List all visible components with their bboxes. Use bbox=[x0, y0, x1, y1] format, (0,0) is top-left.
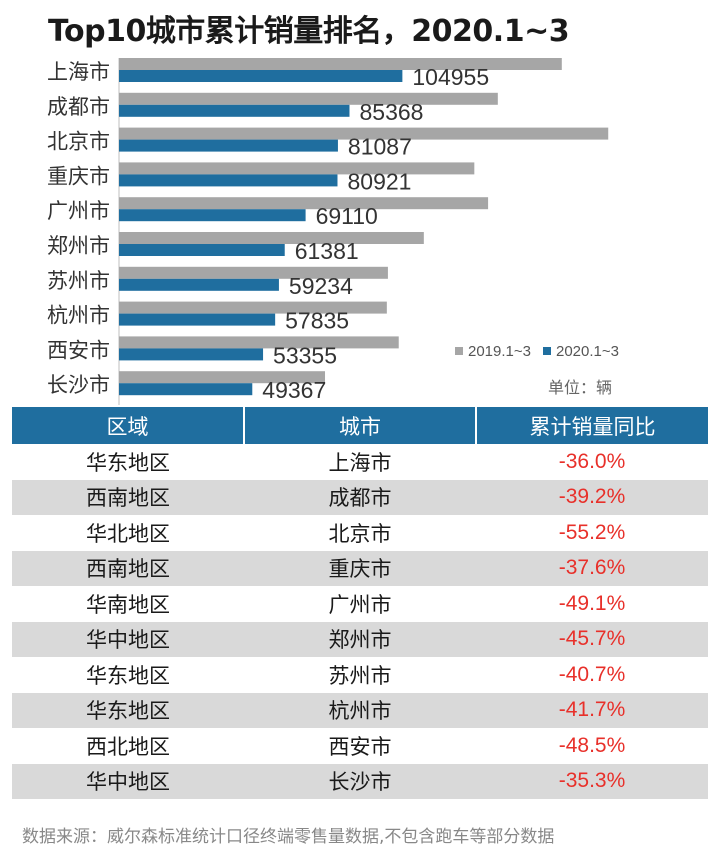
legend-item-2019: 2019.1~3 bbox=[455, 343, 531, 360]
legend-item-2020: 2020.1~3 bbox=[542, 342, 619, 360]
category-label: 郑州市 bbox=[47, 234, 110, 258]
category-label: 北京市 bbox=[47, 130, 110, 154]
category-label: 苏州市 bbox=[47, 269, 110, 293]
cell-region: 华南地区 bbox=[86, 592, 170, 617]
cell-region: 西北地区 bbox=[86, 734, 170, 759]
table-row: 华东地区 苏州市 -40.7% bbox=[12, 657, 708, 693]
table-row: 华中地区 郑州市 -45.7% bbox=[12, 621, 708, 657]
bar-2019 bbox=[119, 127, 609, 140]
cell-region: 华中地区 bbox=[12, 763, 244, 799]
cell-yoy: -35.3% bbox=[476, 763, 708, 799]
data-label-2020: 53355 bbox=[273, 342, 337, 368]
bar-2020 bbox=[119, 174, 338, 187]
cell-yoy: -41.7% bbox=[476, 692, 708, 728]
category-label: 西安市 bbox=[47, 338, 110, 362]
bar-2020 bbox=[119, 104, 350, 117]
cell-region: 华北地区 bbox=[86, 521, 170, 546]
unit-note: 单位：辆 bbox=[548, 378, 613, 397]
table-row: 华东地区 杭州市 -41.7% bbox=[12, 692, 708, 728]
cell-city: 重庆市 bbox=[244, 550, 476, 586]
bar-2020 bbox=[119, 209, 306, 222]
data-label-2020: 61381 bbox=[295, 238, 359, 264]
bar-2020 bbox=[119, 244, 285, 256]
bar-2020 bbox=[119, 313, 276, 326]
table-row: 西南地区 成都市 -39.2% bbox=[12, 479, 708, 515]
bar-2019 bbox=[119, 232, 424, 244]
cell-city: 上海市 bbox=[328, 450, 392, 475]
data-label-2020: 57835 bbox=[285, 308, 349, 334]
category-label: 广州市 bbox=[47, 199, 110, 223]
cell-region: 华东地区 bbox=[86, 663, 170, 688]
data-label-2020: 49367 bbox=[262, 377, 326, 403]
cell-region: 西南地区 bbox=[12, 479, 244, 515]
bar-2020 bbox=[119, 139, 338, 152]
bar-chart: 上海市 104955 成都市 85368 北京市 81087 重庆市 80921 广州市 6911… bbox=[47, 58, 609, 405]
cell-region: 华东地区 bbox=[12, 692, 244, 728]
cell-region: 华东地区 bbox=[86, 450, 170, 475]
cell-yoy: -39.2% bbox=[476, 479, 708, 515]
cell-city: 长沙市 bbox=[244, 763, 476, 799]
chart-legend: 2019.1~3 2020.1~3 bbox=[455, 338, 631, 364]
category-label: 杭州市 bbox=[47, 304, 110, 328]
data-label-2020: 59234 bbox=[289, 273, 353, 299]
bar-2019 bbox=[119, 92, 498, 105]
category-label: 成都市 bbox=[47, 95, 110, 119]
category-label: 长沙市 bbox=[47, 373, 110, 397]
bar-2019 bbox=[119, 197, 489, 210]
data-label-2020: 104955 bbox=[412, 64, 489, 90]
legend-swatch-2019 bbox=[455, 347, 463, 355]
bar-2019 bbox=[119, 301, 387, 314]
header-region: 区域 bbox=[12, 407, 244, 444]
cell-city: 杭州市 bbox=[244, 692, 476, 728]
cell-region: 西南地区 bbox=[12, 550, 244, 586]
cell-yoy: -36.0% bbox=[558, 449, 626, 473]
cell-region: 华中地区 bbox=[12, 621, 244, 657]
source-note: 数据来源：威尔森标准统计口径终端零售量数据,不包含跑车等部分数据 bbox=[22, 827, 555, 847]
table-row: 华北地区 北京市 -55.2% bbox=[12, 515, 708, 551]
header-yoy: 累计销量同比 bbox=[475, 407, 708, 444]
cell-yoy: -37.6% bbox=[476, 550, 708, 586]
bar-2019 bbox=[119, 266, 388, 279]
cell-yoy: -45.7% bbox=[476, 621, 708, 657]
bar-2019 bbox=[119, 336, 399, 349]
bar-2020 bbox=[119, 383, 253, 396]
data-label-2020: 85368 bbox=[359, 99, 423, 125]
table-row: 华中地区 长沙市 -35.3% bbox=[12, 763, 708, 799]
bar-2020 bbox=[119, 278, 279, 291]
cell-yoy: -55.2% bbox=[558, 520, 626, 544]
chart-title: Top10城市累计销量排名，2020.1~3 bbox=[48, 14, 570, 49]
legend-label-2019: 2019.1~3 bbox=[468, 342, 531, 360]
legend-swatch-2020 bbox=[542, 347, 551, 355]
table-header-row: 区域 城市 累计销量同比 bbox=[12, 407, 708, 444]
cell-city: 郑州市 bbox=[244, 621, 476, 657]
bar-2020 bbox=[119, 348, 264, 361]
cell-yoy: -40.7% bbox=[558, 662, 626, 686]
data-label-2020: 81087 bbox=[348, 134, 412, 160]
table-body: 华东地区 上海市 -36.0% 西南地区 成都市 -39.2% 华北地区 北京市 -55.2% 西… bbox=[12, 444, 708, 799]
cell-yoy: -49.1% bbox=[558, 591, 626, 615]
data-label-2020: 80921 bbox=[347, 168, 411, 194]
bar-2019 bbox=[119, 58, 562, 70]
cell-city: 成都市 bbox=[244, 479, 476, 515]
bar-2019 bbox=[119, 371, 326, 384]
table-row: 华东地区 上海市 -36.0% bbox=[12, 444, 708, 480]
header-city: 城市 bbox=[243, 407, 476, 444]
bar-2020 bbox=[119, 70, 403, 82]
table-row: 华南地区 广州市 -49.1% bbox=[12, 586, 708, 622]
category-label: 重庆市 bbox=[47, 164, 110, 188]
table-row: 西南地区 重庆市 -37.6% bbox=[12, 550, 708, 586]
yoy-table: 区域 城市 累计销量同比 华东地区 上海市 -36.0% 西南地区 成都市 -39.2% 华… bbox=[12, 407, 708, 799]
table-row: 西北地区 西安市 -48.5% bbox=[12, 728, 708, 764]
cell-yoy: -48.5% bbox=[558, 733, 626, 757]
cell-city: 苏州市 bbox=[328, 663, 392, 688]
legend-label-2020: 2020.1~3 bbox=[555, 342, 619, 360]
category-label: 上海市 bbox=[47, 60, 110, 84]
cell-city: 广州市 bbox=[328, 592, 392, 617]
bar-2019 bbox=[119, 162, 475, 175]
cell-city: 北京市 bbox=[328, 521, 392, 546]
data-label-2020: 69110 bbox=[316, 203, 378, 229]
cell-city: 西安市 bbox=[328, 734, 392, 759]
